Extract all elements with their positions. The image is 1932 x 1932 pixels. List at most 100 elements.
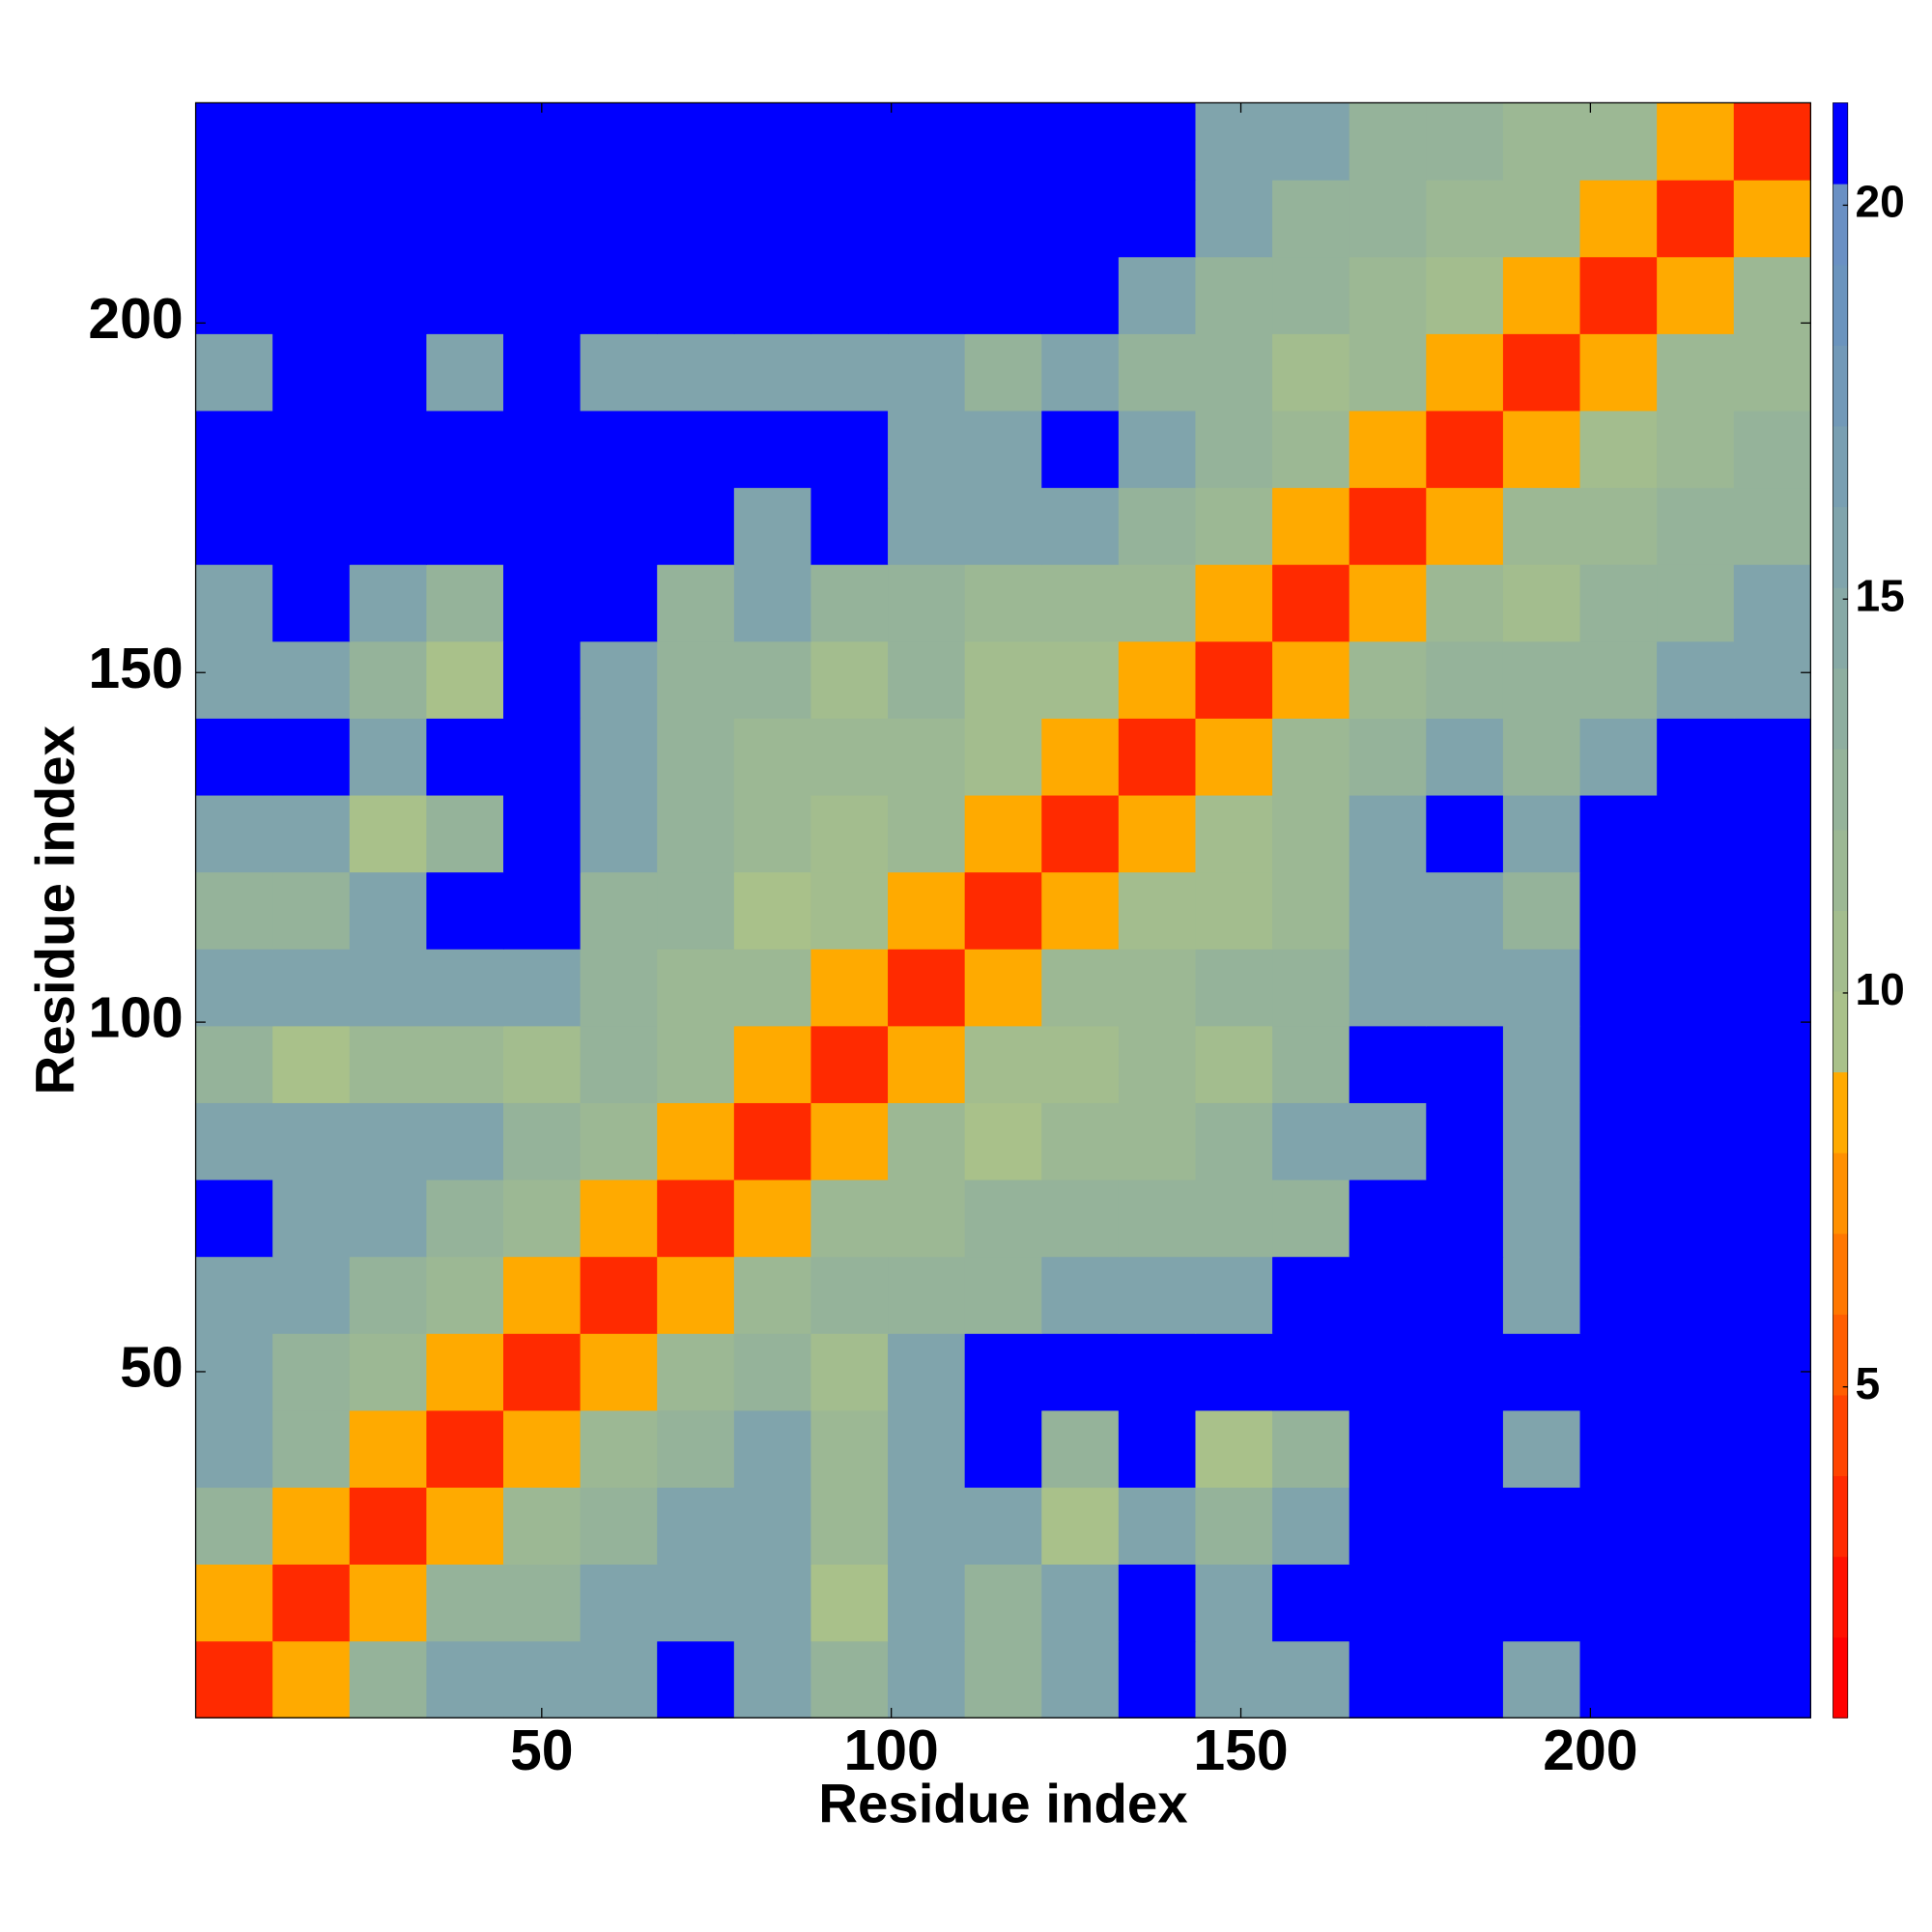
- heatmap-cell: [1502, 794, 1581, 873]
- heatmap-cell: [964, 1025, 1042, 1103]
- heatmap-cell: [349, 1487, 428, 1565]
- heatmap-cell: [195, 949, 273, 1027]
- heatmap-cell: [1657, 871, 1735, 950]
- heatmap-cell: [272, 487, 351, 565]
- heatmap-cell: [426, 1333, 504, 1411]
- heatmap-cell: [195, 410, 273, 489]
- heatmap-cell: [810, 1333, 889, 1411]
- heatmap-cell: [1118, 640, 1197, 719]
- heatmap-cell: [964, 333, 1042, 412]
- heatmap-cell: [733, 1640, 812, 1719]
- heatmap-cell: [1733, 180, 1811, 258]
- heatmap-cell: [1426, 871, 1504, 950]
- heatmap-cell: [888, 1102, 966, 1180]
- heatmap-cell: [1426, 949, 1504, 1027]
- heatmap-cell: [195, 794, 273, 873]
- heatmap-cell: [195, 102, 273, 181]
- heatmap-cell: [657, 1102, 735, 1180]
- heatmap-cell: [503, 410, 582, 489]
- heatmap-cell: [1349, 1333, 1427, 1411]
- heatmap-cell: [1195, 1179, 1273, 1258]
- heatmap-cell: [1579, 871, 1658, 950]
- heatmap-cell: [1118, 487, 1197, 565]
- heatmap-cell: [810, 949, 889, 1027]
- heatmap-cell: [1579, 640, 1658, 719]
- heatmap-cell: [503, 640, 582, 719]
- heatmap-cell: [1426, 1563, 1504, 1642]
- heatmap-cell: [657, 1179, 735, 1258]
- heatmap-cell: [426, 1487, 504, 1565]
- heatmap-cell: [349, 1640, 428, 1719]
- heatmap-cell: [810, 718, 889, 796]
- heatmap-cell: [580, 718, 658, 796]
- heatmap-cell: [272, 640, 351, 719]
- y-tick-label: 150: [88, 638, 183, 700]
- heatmap-cell: [1118, 949, 1197, 1027]
- heatmap-cell: [580, 1563, 658, 1642]
- heatmap-cell: [1349, 1409, 1427, 1489]
- heatmap-cell: [1733, 333, 1811, 412]
- colorbar-band: [1833, 506, 1848, 588]
- heatmap-cell: [426, 102, 504, 181]
- heatmap-cell: [810, 1487, 889, 1565]
- heatmap-cell: [1349, 1102, 1427, 1180]
- colorbar-frame: [1833, 102, 1849, 1719]
- heatmap-cell: [1657, 1102, 1735, 1180]
- heatmap-cell: [349, 333, 428, 412]
- heatmap-cell: [810, 871, 889, 950]
- heatmap-cell: [1426, 564, 1504, 642]
- x-tick-label: 200: [1543, 1719, 1637, 1782]
- heatmap-cell: [580, 1256, 658, 1334]
- heatmap-cell: [888, 333, 966, 412]
- heatmap-cell: [964, 949, 1042, 1027]
- heatmap-cell: [503, 1179, 582, 1258]
- heatmap-cell: [1118, 1563, 1197, 1642]
- heatmap-cell: [657, 1563, 735, 1642]
- heatmap-cell: [657, 487, 735, 565]
- heatmap-cell: [1272, 1333, 1350, 1411]
- heatmap-cell: [1349, 794, 1427, 873]
- heatmap-cell: [1733, 794, 1811, 873]
- heatmap-cell: [1502, 1025, 1581, 1103]
- heatmap-cell: [1426, 410, 1504, 489]
- heatmap-cell: [426, 410, 504, 489]
- heatmap-cell: [964, 640, 1042, 719]
- heatmap-cell: [657, 256, 735, 334]
- heatmap-cell: [1118, 256, 1197, 334]
- heatmap-cell: [1733, 487, 1811, 565]
- heatmap-cell: [1426, 487, 1504, 565]
- heatmap-cell: [1733, 718, 1811, 796]
- colorbar-tick-label: 20: [1856, 177, 1905, 227]
- heatmap-cell: [810, 1563, 889, 1642]
- heatmap-cell: [503, 180, 582, 258]
- heatmap-cell: [733, 333, 812, 412]
- heatmap-cell: [580, 640, 658, 719]
- heatmap-cell: [810, 794, 889, 873]
- heatmap-cell: [1579, 1025, 1658, 1103]
- colorbar-band: [1833, 1475, 1848, 1557]
- heatmap-cell: [503, 1563, 582, 1642]
- heatmap-cell: [964, 102, 1042, 181]
- heatmap-cell: [1118, 1102, 1197, 1180]
- colorbar-band: [1833, 586, 1848, 669]
- heatmap-cell: [580, 487, 658, 565]
- heatmap-cell: [503, 1102, 582, 1180]
- heatmap-cell: [1733, 1563, 1811, 1642]
- heatmap-cell: [272, 1256, 351, 1334]
- heatmap-cell: [1579, 1333, 1658, 1411]
- heatmap-cell: [888, 1487, 966, 1565]
- heatmap-cell: [1426, 180, 1504, 258]
- heatmap-cell: [1502, 1563, 1581, 1642]
- heatmap-cell: [503, 1025, 582, 1103]
- heatmap-cell: [1118, 794, 1197, 873]
- heatmap-cell: [810, 102, 889, 181]
- heatmap-cell: [810, 487, 889, 565]
- heatmap-cell: [503, 794, 582, 873]
- heatmap-cell: [1426, 333, 1504, 412]
- plot-frame: [194, 101, 1811, 1719]
- heatmap-cell: [195, 1563, 273, 1642]
- heatmap-cell: [580, 1333, 658, 1411]
- heatmap-cell: [1272, 333, 1350, 412]
- heatmap-cell: [272, 1563, 351, 1642]
- colorbar-band: [1833, 1233, 1848, 1315]
